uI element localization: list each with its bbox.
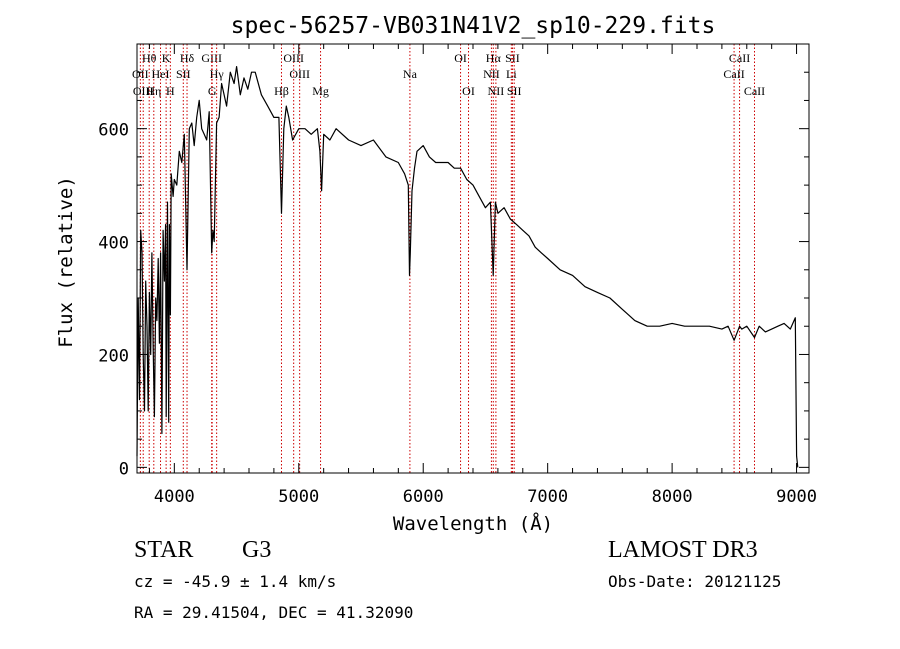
y-axis-label: Flux (relative) — [55, 176, 77, 348]
marker-label: OIII — [289, 67, 310, 81]
plot-frame — [136, 43, 810, 474]
obs-date: Obs-Date: 20121125 — [608, 572, 782, 591]
marker-label: H — [166, 84, 175, 98]
x-tick-label: 7000 — [527, 487, 568, 507]
x-tick-label: 8000 — [652, 487, 693, 507]
marker-label: Mg — [312, 84, 329, 98]
redshift-cz: cz = -45.9 ± 1.4 km/s — [134, 572, 337, 591]
marker-label: Hα — [486, 51, 502, 65]
chart-title: spec-56257-VB031N41V2_sp10-229.fits — [231, 13, 716, 39]
marker-label: NII — [488, 84, 505, 98]
marker-label: OI — [454, 51, 467, 65]
marker-label: HeI — [152, 67, 170, 81]
spectrum-line — [136, 66, 799, 468]
object-class: STAR — [134, 537, 194, 563]
y-tick-label: 400 — [98, 234, 129, 254]
marker-label: OIII — [283, 51, 304, 65]
marker-label: Na — [403, 67, 418, 81]
x-tick-label: 5000 — [278, 487, 319, 507]
marker-label: OI — [462, 84, 475, 98]
x-tick-label: 6000 — [403, 487, 444, 507]
marker-label: Hη — [146, 84, 161, 98]
marker-label: Li — [506, 67, 517, 81]
coordinates: RA = 29.41504, DEC = 41.32090 — [134, 603, 414, 622]
y-tick-label: 200 — [98, 346, 129, 366]
y-tick-label: 0 — [119, 459, 129, 479]
marker-label: SII — [507, 84, 522, 98]
axis-ticks — [137, 43, 809, 473]
y-tick-label: 600 — [98, 121, 129, 141]
marker-label: SII — [505, 51, 520, 65]
x-axis-label: Wavelength (Å) — [393, 512, 553, 535]
marker-label: G — [208, 84, 217, 98]
marker-label: K — [162, 51, 171, 65]
marker-label: SII — [176, 67, 191, 81]
spectral-subclass: G3 — [242, 537, 272, 563]
axis-tick-labels: 4000 5000 6000 7000 8000 9000 0 200 400 600 — [98, 121, 817, 507]
marker-label: Hθ — [142, 51, 157, 65]
marker-label: OIII — [133, 84, 154, 98]
marker-label: CaII — [729, 51, 750, 65]
marker-label: CaII — [744, 84, 765, 98]
line-markers: HθOIIOIIIHηHeIKHHδSIIGIIIHγGHβOIIIOIIIMg… — [132, 44, 765, 473]
marker-label: Hγ — [210, 67, 225, 81]
marker-label: Hβ — [274, 84, 289, 98]
marker-label: CaII — [723, 67, 744, 81]
marker-label: Hδ — [180, 51, 195, 65]
x-tick-label: 4000 — [154, 487, 195, 507]
survey-label: LAMOST DR3 — [608, 537, 758, 563]
x-tick-label: 9000 — [776, 487, 817, 507]
marker-label: NII — [483, 67, 500, 81]
marker-label: OII — [132, 67, 149, 81]
